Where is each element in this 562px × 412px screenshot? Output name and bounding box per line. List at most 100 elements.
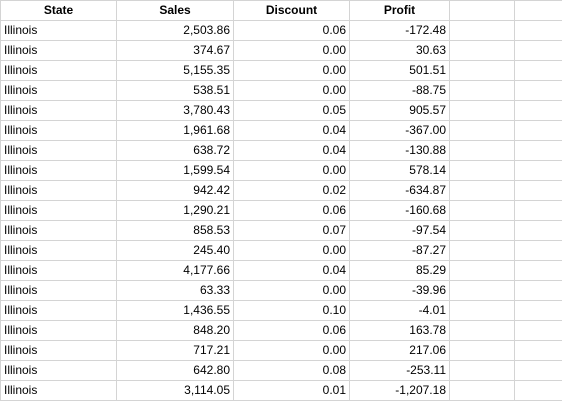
- discount-cell[interactable]: 0.00: [233, 240, 350, 261]
- sales-cell[interactable]: 717.21: [116, 340, 234, 361]
- discount-cell[interactable]: 0.06: [233, 320, 350, 341]
- profit-cell[interactable]: 578.14: [349, 160, 450, 181]
- profit-cell[interactable]: -160.68: [349, 200, 450, 221]
- sales-cell[interactable]: 642.80: [116, 360, 234, 381]
- column-header-cell[interactable]: [449, 0, 515, 21]
- empty-cell[interactable]: [514, 240, 562, 261]
- empty-cell[interactable]: [449, 20, 515, 41]
- profit-cell[interactable]: -253.11: [349, 360, 450, 381]
- discount-cell[interactable]: 0.00: [233, 60, 350, 81]
- empty-cell[interactable]: [449, 320, 515, 341]
- state-cell[interactable]: Illinois: [0, 160, 117, 181]
- discount-cell[interactable]: 0.00: [233, 340, 350, 361]
- profit-cell[interactable]: 30.63: [349, 40, 450, 61]
- discount-cell[interactable]: 0.01: [233, 380, 350, 401]
- sales-cell[interactable]: 1,961.68: [116, 120, 234, 141]
- profit-cell[interactable]: -97.54: [349, 220, 450, 241]
- state-cell[interactable]: Illinois: [0, 100, 117, 121]
- empty-cell[interactable]: [514, 160, 562, 181]
- state-cell[interactable]: Illinois: [0, 20, 117, 41]
- state-cell[interactable]: Illinois: [0, 60, 117, 81]
- discount-cell[interactable]: 0.10: [233, 300, 350, 321]
- sales-cell[interactable]: 1,290.21: [116, 200, 234, 221]
- sales-cell[interactable]: 1,599.54: [116, 160, 234, 181]
- state-cell[interactable]: Illinois: [0, 340, 117, 361]
- discount-cell[interactable]: 0.08: [233, 360, 350, 381]
- empty-cell[interactable]: [514, 120, 562, 141]
- empty-cell[interactable]: [514, 280, 562, 301]
- sales-cell[interactable]: 374.67: [116, 40, 234, 61]
- state-cell[interactable]: Illinois: [0, 200, 117, 221]
- discount-cell[interactable]: 0.06: [233, 200, 350, 221]
- sales-cell[interactable]: 858.53: [116, 220, 234, 241]
- empty-cell[interactable]: [449, 200, 515, 221]
- empty-cell[interactable]: [449, 260, 515, 281]
- empty-cell[interactable]: [514, 140, 562, 161]
- sales-cell[interactable]: 4,177.66: [116, 260, 234, 281]
- profit-cell[interactable]: 163.78: [349, 320, 450, 341]
- empty-cell[interactable]: [449, 140, 515, 161]
- empty-cell[interactable]: [514, 200, 562, 221]
- sales-cell[interactable]: 848.20: [116, 320, 234, 341]
- discount-cell[interactable]: 0.02: [233, 180, 350, 201]
- empty-cell[interactable]: [449, 340, 515, 361]
- empty-cell[interactable]: [449, 100, 515, 121]
- empty-cell[interactable]: [514, 40, 562, 61]
- empty-cell[interactable]: [514, 300, 562, 321]
- profit-cell[interactable]: 905.57: [349, 100, 450, 121]
- state-cell[interactable]: Illinois: [0, 80, 117, 101]
- sales-cell[interactable]: 63.33: [116, 280, 234, 301]
- sales-cell[interactable]: 2,503.86: [116, 20, 234, 41]
- profit-cell[interactable]: -367.00: [349, 120, 450, 141]
- profit-cell[interactable]: 501.51: [349, 60, 450, 81]
- state-cell[interactable]: Illinois: [0, 240, 117, 261]
- discount-cell[interactable]: 0.07: [233, 220, 350, 241]
- state-cell[interactable]: Illinois: [0, 320, 117, 341]
- empty-cell[interactable]: [449, 60, 515, 81]
- column-header-cell[interactable]: Sales: [116, 0, 234, 21]
- discount-cell[interactable]: 0.06: [233, 20, 350, 41]
- empty-cell[interactable]: [449, 380, 515, 401]
- empty-cell[interactable]: [514, 80, 562, 101]
- empty-cell[interactable]: [449, 360, 515, 381]
- sales-cell[interactable]: 1,436.55: [116, 300, 234, 321]
- empty-cell[interactable]: [449, 280, 515, 301]
- state-cell[interactable]: Illinois: [0, 140, 117, 161]
- state-cell[interactable]: Illinois: [0, 40, 117, 61]
- empty-cell[interactable]: [514, 380, 562, 401]
- profit-cell[interactable]: -4.01: [349, 300, 450, 321]
- empty-cell[interactable]: [514, 260, 562, 281]
- profit-cell[interactable]: -172.48: [349, 20, 450, 41]
- sales-cell[interactable]: 3,780.43: [116, 100, 234, 121]
- empty-cell[interactable]: [449, 120, 515, 141]
- column-header-cell[interactable]: [514, 0, 562, 21]
- state-cell[interactable]: Illinois: [0, 220, 117, 241]
- profit-cell[interactable]: -87.27: [349, 240, 450, 261]
- sales-cell[interactable]: 942.42: [116, 180, 234, 201]
- sales-cell[interactable]: 245.40: [116, 240, 234, 261]
- empty-cell[interactable]: [449, 240, 515, 261]
- profit-cell[interactable]: -634.87: [349, 180, 450, 201]
- profit-cell[interactable]: 217.06: [349, 340, 450, 361]
- discount-cell[interactable]: 0.00: [233, 40, 350, 61]
- empty-cell[interactable]: [514, 220, 562, 241]
- profit-cell[interactable]: -39.96: [349, 280, 450, 301]
- empty-cell[interactable]: [449, 300, 515, 321]
- empty-cell[interactable]: [449, 180, 515, 201]
- discount-cell[interactable]: 0.05: [233, 100, 350, 121]
- empty-cell[interactable]: [514, 20, 562, 41]
- profit-cell[interactable]: -1,207.18: [349, 380, 450, 401]
- discount-cell[interactable]: 0.04: [233, 140, 350, 161]
- empty-cell[interactable]: [514, 360, 562, 381]
- sales-cell[interactable]: 638.72: [116, 140, 234, 161]
- empty-cell[interactable]: [449, 40, 515, 61]
- column-header-cell[interactable]: State: [0, 0, 117, 21]
- state-cell[interactable]: Illinois: [0, 260, 117, 281]
- empty-cell[interactable]: [449, 80, 515, 101]
- profit-cell[interactable]: -130.88: [349, 140, 450, 161]
- state-cell[interactable]: Illinois: [0, 280, 117, 301]
- empty-cell[interactable]: [514, 180, 562, 201]
- state-cell[interactable]: Illinois: [0, 380, 117, 401]
- sales-cell[interactable]: 538.51: [116, 80, 234, 101]
- empty-cell[interactable]: [449, 160, 515, 181]
